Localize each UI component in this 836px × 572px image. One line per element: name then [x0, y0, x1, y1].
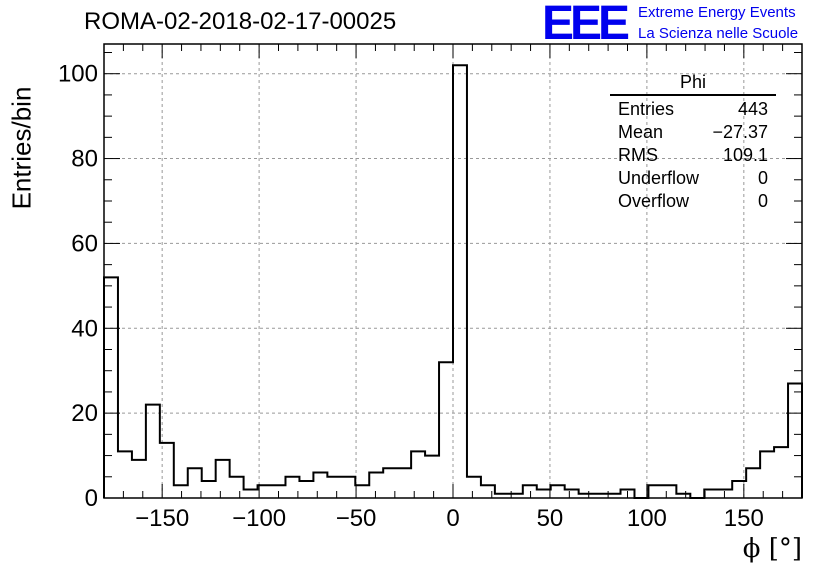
- histogram-bin: [718, 490, 732, 498]
- x-tick-label: 0: [446, 505, 459, 532]
- histogram-bin: [132, 460, 146, 498]
- plot-frame: [103, 43, 803, 499]
- stats-label: RMS: [618, 145, 658, 165]
- stats-row: Overflow 0: [610, 190, 776, 213]
- histogram-bin: [788, 383, 802, 498]
- x-tick-label: −150: [135, 505, 189, 532]
- y-tick-label: 100: [58, 61, 98, 88]
- stats-value: −27.37: [712, 122, 768, 142]
- histogram-bin: [537, 490, 551, 498]
- logo-caption-line2: La Scienza nelle Scuole: [638, 25, 799, 42]
- histogram-bin: [355, 485, 369, 498]
- histogram-bin: [327, 477, 341, 498]
- histogram-bin: [397, 468, 411, 498]
- stats-label: Mean: [618, 122, 664, 142]
- histogram-bin: [565, 490, 579, 498]
- stats-label: Underflow: [618, 168, 700, 188]
- histogram-bin: [662, 485, 676, 498]
- x-tick-label: −100: [232, 505, 286, 532]
- histogram-bin: [481, 485, 495, 498]
- x-tick-label: −50: [336, 505, 377, 532]
- histogram-bin: [467, 477, 481, 498]
- stats-row: Mean −27.37: [610, 121, 776, 144]
- histogram-bin: [104, 277, 118, 498]
- x-axis-label: ϕ [°]: [742, 534, 802, 564]
- y-tick-label: 0: [85, 485, 98, 512]
- histogram-bin: [202, 481, 216, 498]
- histogram-bin: [774, 447, 788, 498]
- stats-value: 0: [757, 168, 768, 188]
- eee-logo: EEE: [542, 0, 630, 50]
- histogram-bin: [118, 451, 132, 498]
- histogram-bin: [411, 451, 425, 498]
- histogram-bin: [425, 456, 439, 498]
- stats-value: 443: [737, 99, 768, 119]
- histogram-bin: [258, 485, 272, 498]
- histogram-bin: [551, 485, 565, 498]
- histogram-bin: [313, 473, 327, 498]
- stats-label: Entries: [618, 99, 675, 119]
- stats-value: 109.1: [722, 145, 768, 165]
- stats-row: Underflow 0: [610, 167, 776, 190]
- logo-caption-line1: Extreme Energy Events: [638, 4, 796, 21]
- chart-title: ROMA-02-2018-02-17-00025: [84, 8, 397, 35]
- histogram-bin: [746, 468, 760, 498]
- x-tick-label: 100: [627, 505, 667, 532]
- histogram-bin: [299, 481, 313, 498]
- stats-value: 0: [757, 191, 768, 211]
- histogram-bin: [369, 473, 383, 498]
- histogram-bin: [174, 485, 188, 498]
- stats-title: Phi: [610, 72, 776, 96]
- y-tick-label: 60: [71, 230, 98, 257]
- histogram-bin: [285, 477, 299, 498]
- histogram-bin: [760, 451, 774, 498]
- histogram-bin: [230, 477, 244, 498]
- logo-caption: Extreme Energy Events La Scienza nelle S…: [638, 2, 798, 44]
- stats-box: Phi Entries 443 Mean −27.37 RMS 109.1 Underflo…: [610, 72, 776, 213]
- histogram-bin: [188, 468, 202, 498]
- histogram-bin: [453, 65, 467, 498]
- stats-row: Entries 443: [610, 98, 776, 121]
- histogram-outline: [103, 64, 803, 499]
- histogram-bin: [648, 485, 662, 498]
- stats-label: Overflow: [618, 191, 690, 211]
- histogram-bin: [341, 477, 355, 498]
- y-tick-label: 80: [71, 146, 98, 173]
- stats-row: RMS 109.1: [610, 144, 776, 167]
- y-tick-label: 20: [71, 400, 98, 427]
- x-tick-label: 50: [537, 505, 564, 532]
- x-tick-label: 150: [724, 505, 764, 532]
- stats-rows: Entries 443 Mean −27.37 RMS 109.1 Underflow 0 Ov…: [610, 98, 776, 213]
- histogram-bin: [244, 490, 258, 498]
- histogram-bin: [523, 485, 537, 498]
- histogram-bin: [146, 405, 160, 498]
- histogram-bin: [704, 490, 718, 498]
- histogram-bin: [439, 362, 453, 498]
- y-tick-label: 40: [71, 315, 98, 342]
- histogram-bin: [216, 460, 230, 498]
